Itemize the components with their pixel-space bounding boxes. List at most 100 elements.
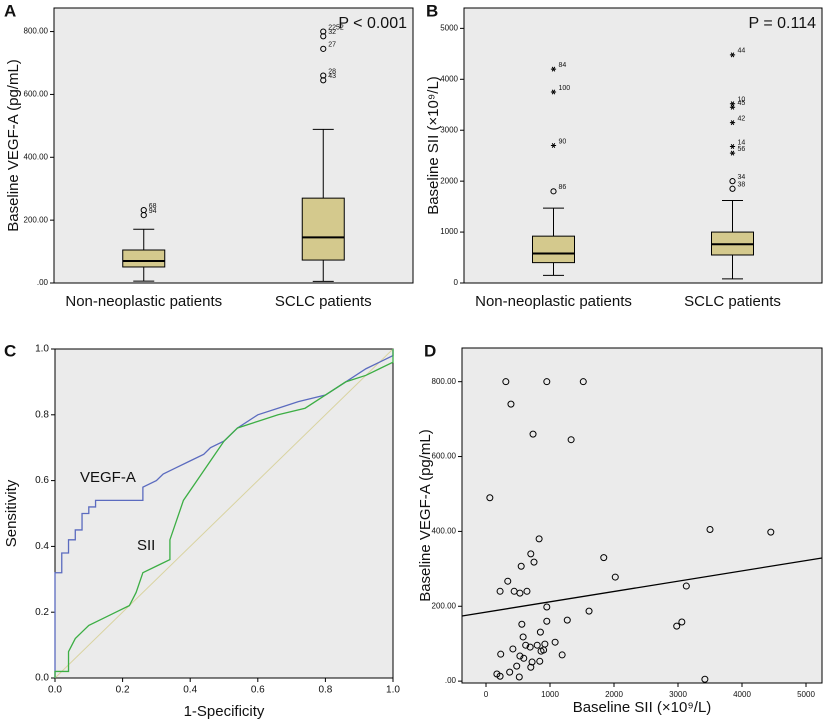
y-tick-label: 5000 [440,23,458,32]
outlier [320,45,327,52]
y-tick-label: 1000 [440,227,458,236]
point [543,603,551,611]
y-tick-label: 800.00 [432,377,457,386]
y-tick-label: 1.0 [35,344,49,355]
point [493,670,501,678]
outlier-label: 43 [328,73,336,80]
outlier [729,178,736,185]
outlier-label: 34 [738,174,746,181]
point [536,657,544,665]
point [600,554,608,562]
point [516,652,524,660]
reference-line [54,348,394,679]
roc-curve [54,349,394,678]
point [563,616,571,624]
plot-area [53,7,414,284]
point [543,378,551,386]
y-tick-label: .00 [37,278,49,287]
y-tick-label: 200.00 [432,601,457,610]
point [497,650,505,658]
point [486,494,494,502]
point [701,675,709,683]
category-label: SCLC patients [275,293,372,310]
x-tick-label: 1000 [541,690,559,699]
outlier-label: 32 [328,29,336,36]
outlier-label: 56 [738,146,746,153]
y-tick-label: 2000 [440,176,458,185]
point [673,622,681,630]
outlier-label: 68 [149,203,157,210]
y-tick-label: 0.8 [35,409,49,420]
y-tick-label: 4000 [440,74,458,83]
outlier-label: 42 [738,115,746,122]
y-tick-label: 600.00 [432,452,457,461]
x-axis-title: 1-Specificity [184,703,265,720]
point [767,528,775,536]
x-tick-label: 0.0 [48,685,62,696]
point [515,673,523,681]
point [611,573,619,581]
outlier-label: 14 [738,139,746,146]
point [536,628,544,636]
point [502,378,510,386]
point [533,641,541,649]
point [509,645,517,653]
y-axis-title: Baseline VEGF-A (pg/mL) [5,59,22,232]
y-tick-label: 0.0 [35,673,49,684]
point [579,378,587,386]
outlier-star [550,142,557,149]
outlier-label: 27 [328,42,336,49]
x-axis-title: Baseline SII (×10⁹/L) [573,699,712,716]
box [301,197,345,261]
trend-line [461,557,823,617]
panel-letter: A [4,1,16,20]
point [520,654,528,662]
point [522,641,530,649]
point [682,582,690,590]
plot-area [461,347,823,684]
outlier-label: 45 [738,100,746,107]
series-label: SII [137,537,155,554]
panel-letter: C [4,341,16,360]
point [504,577,512,585]
y-tick-label: 200.00 [24,215,49,224]
x-tick-label: 3000 [669,690,687,699]
panel-letter: B [426,1,438,20]
point [516,589,524,597]
x-tick-label: 0.8 [318,685,332,696]
point [496,587,504,595]
point [543,617,551,625]
outlier-star [729,101,736,107]
point [558,651,566,659]
outlier-label: 28 [328,68,336,75]
y-tick-label: 800.00 [24,27,49,36]
y-tick-label: 3000 [440,125,458,134]
point [517,562,525,570]
point [706,526,714,534]
outlier-star [550,66,557,72]
outlier-star [729,150,736,156]
point [519,633,527,641]
outlier-label: 10 [738,97,746,104]
outlier-star [729,120,736,126]
box [532,235,575,264]
category-label: SCLC patients [684,293,781,310]
plot-area [463,7,823,284]
box [122,249,166,268]
outlier-label: 2252 [328,24,344,31]
point [513,662,521,670]
point [535,535,543,543]
outlier-label: 86 [559,184,567,191]
outlier-label: 100 [559,85,571,92]
outlier [320,33,327,40]
outlier [550,188,557,195]
point [527,550,535,558]
series-label: VEGF-A [80,469,136,486]
y-tick-label: 0.2 [35,607,49,618]
outlier-label: 90 [559,138,567,145]
y-tick-label: 400.00 [24,152,49,161]
outlier-label: 84 [559,62,567,69]
x-tick-label: 0 [484,690,489,699]
y-tick-label: 0.6 [35,475,49,486]
